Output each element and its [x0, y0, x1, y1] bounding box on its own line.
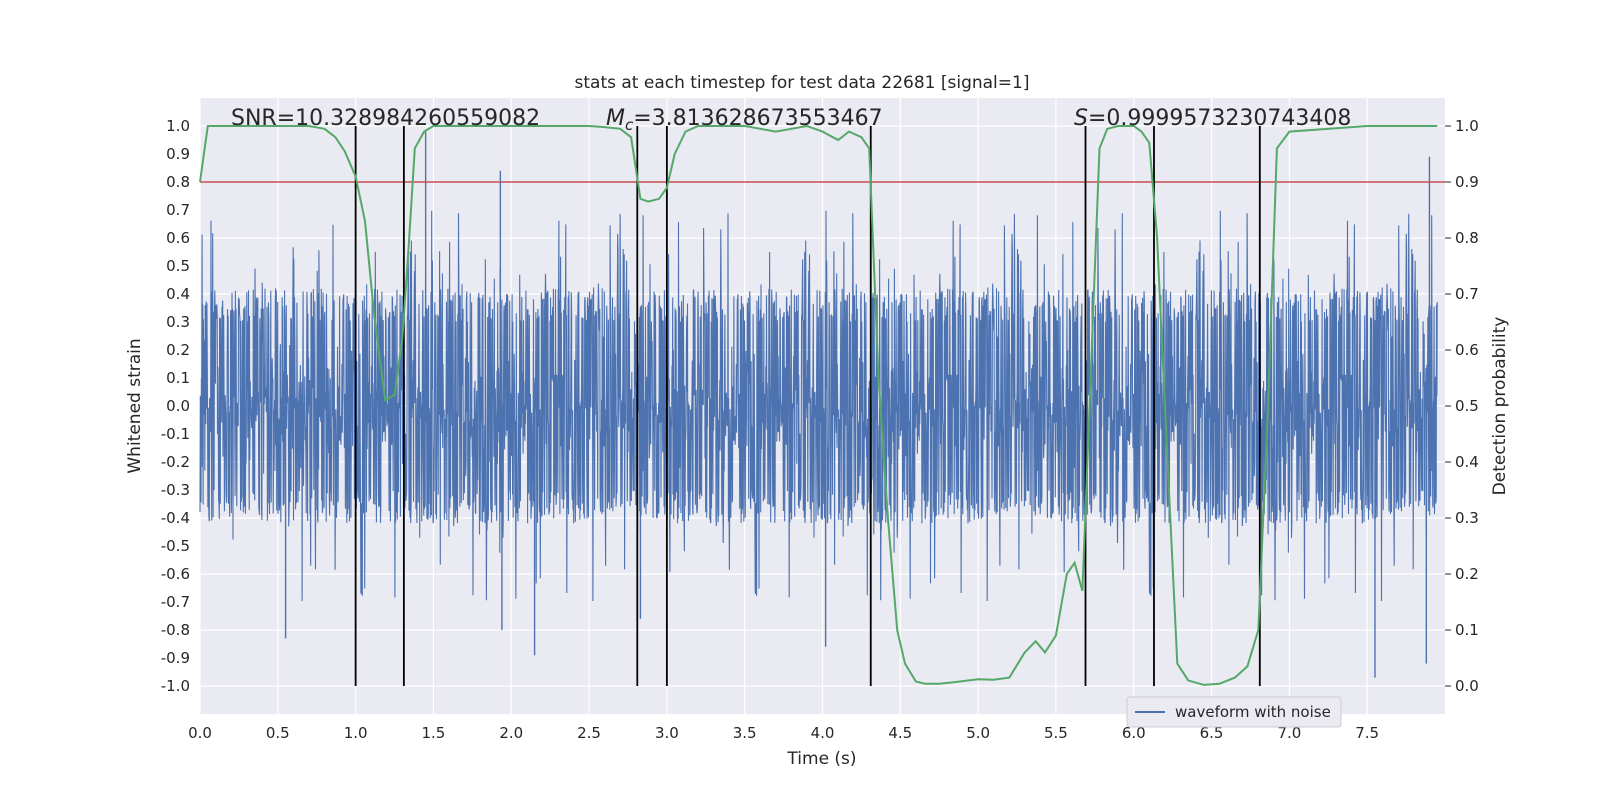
- y-tick-label: 0.0: [166, 397, 190, 415]
- y-tick-label: -0.6: [161, 565, 190, 583]
- legend-label: waveform with noise: [1175, 703, 1331, 721]
- right-tick-label: 0.3: [1455, 509, 1479, 527]
- x-tick-label: 2.5: [577, 724, 601, 742]
- x-tick-label: 2.0: [499, 724, 523, 742]
- y-ticks-right: 1.0 0.9 0.8 0.7 0.6 0.5 0.4 0.3 0.2 0.1 0.0: [1445, 117, 1479, 695]
- y-axis-label-right: Detection probability: [1490, 317, 1510, 496]
- x-tick-label: 3.0: [655, 724, 679, 742]
- legend-box: [1126, 696, 1342, 728]
- y-tick-label: 0.4: [166, 285, 190, 303]
- s-symbol: S: [1074, 106, 1088, 131]
- x-axis-label: Time (s): [786, 749, 856, 769]
- y-tick-label: -0.3: [161, 481, 190, 499]
- x-tick-label: 0.5: [266, 724, 290, 742]
- right-tick-label: 0.4: [1455, 453, 1479, 471]
- y-tick-label: 0.8: [166, 173, 190, 191]
- y-tick-label: -0.2: [161, 453, 190, 471]
- x-tick-label: 6.5: [1200, 724, 1224, 742]
- right-tick-label: 0.5: [1455, 397, 1479, 415]
- mc-subscript: c: [625, 116, 634, 134]
- right-tick-label: 0.2: [1455, 565, 1479, 583]
- y-tick-label: 0.1: [166, 369, 190, 387]
- y-tick-label: -0.9: [161, 649, 190, 667]
- detection-probability-line: [199, 124, 1438, 686]
- s-value: =0.9999573230743408: [1088, 106, 1351, 131]
- x-tick-label: 5.5: [1044, 724, 1068, 742]
- right-tick-label: 0.9: [1455, 173, 1479, 191]
- x-tick-label: 1.5: [422, 724, 446, 742]
- y-ticks-left: 1.0 0.9 0.8 0.7 0.6 0.5 0.4 0.3 0.2 0.1 0.0 -0.1 -0.…: [161, 117, 190, 695]
- waveform-trace: [199, 210, 1438, 602]
- y-tick-label: 0.2: [166, 341, 190, 359]
- right-tick-label: 0.8: [1455, 229, 1479, 247]
- y-tick-label: -1.0: [161, 677, 190, 695]
- snr-annotation: SNR=10.328984260559082: [231, 106, 540, 131]
- x-tick-label: 6.0: [1122, 724, 1146, 742]
- y-axis-label: Whitened strain: [125, 338, 145, 473]
- mc-symbol: M: [606, 106, 625, 131]
- y-tick-label: -0.7: [161, 593, 190, 611]
- x-tick-label: 7.0: [1277, 724, 1301, 742]
- vertical-markers: [354, 126, 1261, 686]
- y-tick-label: 0.5: [166, 257, 190, 275]
- y-tick-label: 0.6: [166, 229, 190, 247]
- x-tick-label: 4.5: [888, 724, 912, 742]
- right-tick-label: 0.6: [1455, 341, 1479, 359]
- x-tick-label: 3.5: [733, 724, 757, 742]
- legend: waveform with noise: [1126, 696, 1342, 728]
- right-tick-label: 1.0: [1455, 117, 1479, 135]
- x-tick-label: 4.0: [811, 724, 835, 742]
- right-tick-label: 0.0: [1455, 677, 1479, 695]
- y-tick-label: 0.7: [166, 201, 190, 219]
- mc-value: =3.813628673553467: [633, 106, 882, 131]
- x-tick-label: 1.0: [344, 724, 368, 742]
- y-tick-label: 0.3: [166, 313, 190, 331]
- x-tick-label: 7.5: [1355, 724, 1379, 742]
- y-tick-label: 0.9: [166, 145, 190, 163]
- y-tick-label: -0.5: [161, 537, 190, 555]
- s-annotation: S=0.9999573230743408: [1074, 106, 1351, 131]
- y-tick-label: -0.8: [161, 621, 190, 639]
- y-tick-label: 1.0: [166, 117, 190, 135]
- y-tick-label: -0.4: [161, 509, 190, 527]
- y-tick-label: -0.1: [161, 425, 190, 443]
- right-tick-label: 0.7: [1455, 285, 1479, 303]
- chart-title: stats at each timestep for test data 226…: [575, 73, 1030, 93]
- x-tick-label: 0.0: [188, 724, 212, 742]
- right-tick-label: 0.1: [1455, 621, 1479, 639]
- mc-annotation: Mc=3.813628673553467: [606, 106, 883, 134]
- x-ticks: 0.0 0.5 1.0 1.5 2.0 2.5 3.0 3.5 4.0 4.5 5.0 5.5 6.0 6…: [188, 724, 1379, 742]
- x-tick-label: 5.0: [966, 724, 990, 742]
